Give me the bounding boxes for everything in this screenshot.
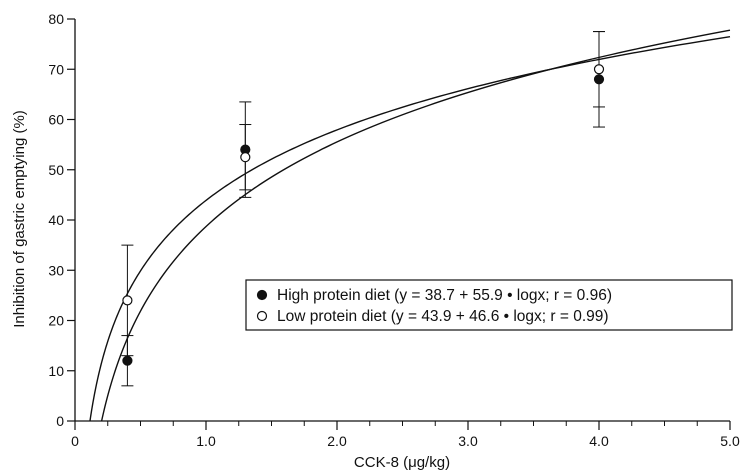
legend-label-high-protein: High protein diet (y = 38.7 + 55.9 • log… bbox=[277, 287, 612, 304]
y-tick-label: 40 bbox=[48, 212, 64, 228]
legend-marker-low-protein bbox=[256, 310, 268, 322]
x-tick-label: 3.0 bbox=[458, 433, 478, 449]
y-tick-label: 30 bbox=[48, 262, 64, 278]
legend-label-low-protein: Low protein diet (y = 43.9 + 46.6 • logx… bbox=[277, 308, 609, 325]
plot-area bbox=[89, 29, 731, 422]
y-tick-label: 70 bbox=[48, 61, 64, 77]
x-axis: 0 1.0 2.0 3.0 4.0 5.0 bbox=[71, 420, 740, 449]
y-tick-label: 60 bbox=[48, 112, 64, 128]
data-point-high-protein bbox=[122, 355, 133, 366]
data-point-low-protein bbox=[593, 64, 605, 75]
x-tick-label: 5.0 bbox=[720, 433, 740, 449]
y-tick-label: 10 bbox=[48, 363, 64, 379]
x-axis-title: CCK-8 (μg/kg) bbox=[354, 454, 450, 471]
x-tick-label: 2.0 bbox=[327, 433, 347, 449]
legend-marker-high-protein bbox=[256, 289, 268, 301]
y-tick-label: 20 bbox=[48, 313, 64, 329]
x-tick-label: 1.0 bbox=[196, 433, 216, 449]
x-tick-label: 4.0 bbox=[589, 433, 609, 449]
data-point-high-protein bbox=[593, 74, 605, 85]
data-point-low-protein bbox=[122, 295, 133, 306]
legend: High protein diet (y = 38.7 + 55.9 • log… bbox=[245, 279, 733, 331]
y-axis: 0 10 20 30 40 50 60 70 80 bbox=[48, 11, 76, 429]
y-tick-label: 0 bbox=[56, 413, 64, 429]
y-axis-title: Inhibition of gastric emptying (%) bbox=[11, 110, 28, 328]
y-tick-label: 80 bbox=[48, 11, 64, 27]
data-point-low-protein bbox=[240, 152, 251, 163]
legend-box bbox=[245, 279, 733, 331]
fit-curve-high-protein bbox=[100, 29, 731, 422]
y-tick-label: 50 bbox=[48, 162, 64, 178]
fit-curve-low-protein bbox=[89, 36, 731, 422]
x-tick-label: 0 bbox=[71, 433, 79, 449]
